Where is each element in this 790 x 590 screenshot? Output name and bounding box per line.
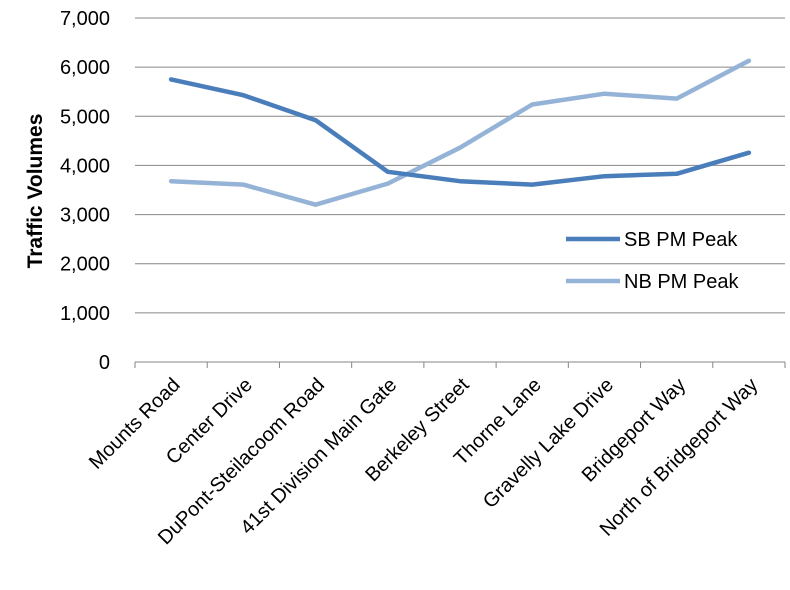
series-line [168, 58, 752, 207]
series-lines [168, 58, 752, 207]
series-line [168, 77, 752, 187]
y-tick-label: 5,000 [60, 106, 110, 128]
y-tick-label: 0 [99, 352, 110, 374]
legend: SB PM Peak NB PM Peak [566, 229, 739, 293]
y-tick-label: 2,000 [60, 254, 110, 276]
y-tick-label: 3,000 [60, 205, 110, 227]
gridlines [135, 17, 785, 314]
legend-label: SB PM Peak [624, 229, 738, 251]
legend-label: NB PM Peak [624, 271, 739, 293]
y-axis-title: Traffic Volumes [24, 114, 47, 269]
y-tick-label: 4,000 [60, 155, 110, 177]
y-tick-label: 7,000 [60, 8, 110, 30]
y-tick-label: 1,000 [60, 303, 110, 325]
y-tick-label: 6,000 [60, 57, 110, 79]
x-category-label: Gravelly Lake Drive [479, 374, 618, 513]
y-axis-ticks: 0 1,000 2,000 3,000 4,000 5,000 6,000 7,000 [60, 8, 110, 374]
